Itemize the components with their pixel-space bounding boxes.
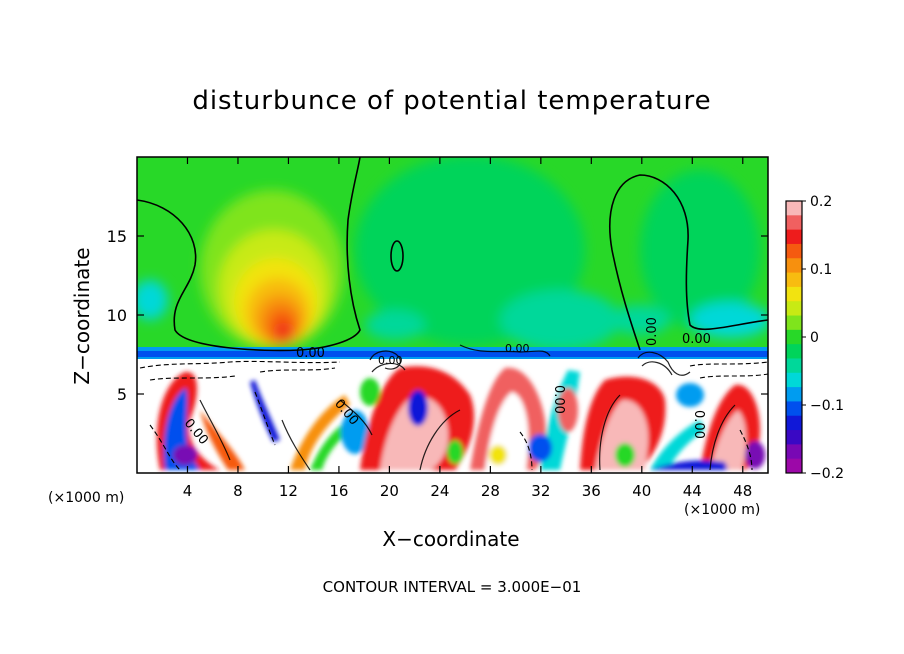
x-tick-label: 24 xyxy=(430,482,449,500)
colorbar-swatch xyxy=(786,415,802,431)
y-axis-label: Z−coordinate xyxy=(70,247,94,385)
contour-label: 0.00 xyxy=(378,354,403,367)
contour-label: 0.00 xyxy=(551,385,566,414)
x-tick-label: 48 xyxy=(733,482,752,500)
x-tick-label: 44 xyxy=(683,482,702,500)
x-unit-label-right: (×1000 m) xyxy=(684,502,761,518)
contour-interval-note: CONTOUR INTERVAL = 3.000E−01 xyxy=(322,578,582,596)
colorbar-swatch xyxy=(786,272,802,288)
colorbar-tick-label: 0 xyxy=(810,330,819,346)
contour-label: 0.00 xyxy=(645,317,660,346)
x-tick-label: 20 xyxy=(380,482,399,500)
colorbar-swatch xyxy=(786,215,802,231)
contour-label: 0.00 xyxy=(691,410,706,439)
colorbar-swatch xyxy=(786,358,802,374)
x-tick-label: 8 xyxy=(233,482,243,500)
colorbar-swatch xyxy=(786,372,802,388)
colorbar-swatch xyxy=(786,344,802,359)
colorbar-swatch xyxy=(786,243,802,259)
colorbar-tick-label: −0.2 xyxy=(810,466,844,482)
heatmap-field xyxy=(137,157,768,473)
x-tick-label: 4 xyxy=(183,482,193,500)
colorbar-swatch xyxy=(786,301,802,317)
colorbar-tick-label: 0.1 xyxy=(810,262,832,278)
colorbar-swatch xyxy=(786,401,802,417)
colorbar-swatch xyxy=(786,229,802,245)
y-axis: 5 10 15 xyxy=(107,227,768,404)
chart-title: disturbunce of potential temperature xyxy=(192,86,712,116)
x-unit-label-left: (×1000 m) xyxy=(48,490,125,506)
colorbar-swatch xyxy=(786,201,802,216)
x-axis: 4 8 12 16 20 24 28 32 36 40 44 48 xyxy=(183,157,752,500)
colorbar-tick-label: −0.1 xyxy=(810,398,844,414)
x-tick-label: 32 xyxy=(531,482,550,500)
colorbar-swatch xyxy=(786,329,802,345)
contour-label: 0.00 xyxy=(296,346,325,361)
colorbar-swatch xyxy=(786,444,802,460)
x-tick-label: 12 xyxy=(279,482,298,500)
x-tick-label: 36 xyxy=(582,482,601,500)
colorbar xyxy=(785,200,803,474)
colorbar-swatch xyxy=(786,258,802,274)
contour-label: 0.00 xyxy=(682,332,711,347)
y-tick-label: 5 xyxy=(117,385,127,404)
x-axis-label: X−coordinate xyxy=(382,527,520,551)
x-tick-label: 28 xyxy=(481,482,500,500)
x-tick-label: 16 xyxy=(329,482,348,500)
colorbar-swatch xyxy=(786,387,802,402)
colorbar-swatch xyxy=(786,430,802,445)
colorbar-ticks: 0.2 0.1 0 −0.1 −0.2 xyxy=(802,194,844,482)
colorbar-swatch xyxy=(786,458,802,474)
colorbar-tick-label: 0.2 xyxy=(810,194,832,210)
y-tick-label: 10 xyxy=(107,306,127,325)
colorbar-swatch xyxy=(786,286,802,302)
y-tick-label: 15 xyxy=(107,227,127,246)
contour-label: 0.00 xyxy=(505,342,530,355)
colorbar-swatch xyxy=(786,315,802,331)
x-tick-label: 40 xyxy=(632,482,651,500)
